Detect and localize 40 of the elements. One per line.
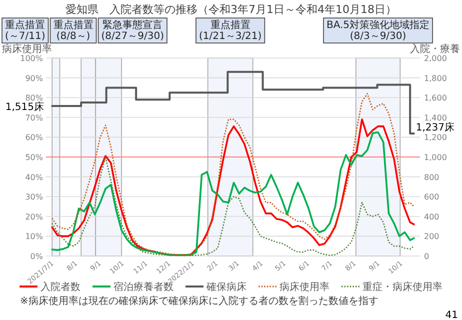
text: 41 bbox=[445, 310, 458, 320]
band-label: 重点措置 (1/21～3/21) bbox=[198, 19, 262, 42]
line-series bbox=[51, 92, 415, 256]
band-label: BA.5対策強化地域指定 (8/3～9/30) bbox=[326, 19, 430, 42]
y2-tick-label: 1,400 bbox=[424, 113, 447, 122]
y2-tick-label: 1,000 bbox=[424, 153, 447, 162]
chart-title: 愛知県 入院者数等の推移（令和3年7月1日～令和4年10月18日） bbox=[66, 3, 396, 16]
y-tick-label: 90% bbox=[25, 74, 44, 83]
legend-label: 病床使用率 bbox=[280, 281, 330, 293]
annotation: 1,237床 bbox=[416, 122, 455, 134]
y-tick-label: 0% bbox=[30, 252, 44, 261]
y2-tick-label: 1,800 bbox=[424, 74, 447, 83]
band-label: 重点措置 (～7/11) bbox=[5, 19, 46, 42]
y2-tick-label: 2,000 bbox=[424, 54, 447, 63]
y2-tick-label: 1,600 bbox=[424, 94, 447, 103]
line-series bbox=[51, 156, 415, 256]
y2-tick-label: 800 bbox=[424, 172, 440, 182]
y2-axis-title: 入院・療養 bbox=[410, 43, 460, 55]
band-label: 重点措置 (8/8～) bbox=[53, 19, 94, 42]
y2-tick-label: 600 bbox=[424, 192, 440, 202]
y-axis-title: 病床使用率 bbox=[2, 43, 52, 55]
y2-tick-label: 0 bbox=[424, 252, 430, 261]
y2-tick-label: 1,200 bbox=[424, 133, 447, 142]
y-tick-label: 20% bbox=[25, 212, 44, 222]
y-tick-label: 70% bbox=[25, 113, 44, 122]
legend-label: 重症・病床使用率 bbox=[362, 281, 442, 293]
y2-tick-label: 400 bbox=[424, 212, 440, 222]
y-tick-label: 60% bbox=[25, 133, 44, 142]
y-tick-label: 100% bbox=[20, 54, 44, 63]
y2-tick-label: 200 bbox=[424, 232, 440, 242]
legend-label: 入院者数 bbox=[40, 281, 80, 293]
y-tick-label: 30% bbox=[25, 192, 44, 202]
band-label: 緊急事態宣言 (8/27～9/30) bbox=[101, 19, 164, 42]
text: 1,515床 bbox=[5, 101, 44, 114]
y-tick-label: 10% bbox=[25, 232, 44, 242]
text: ※病床使用率は現在の確保病床で確保病床に入院する者の数を割った数値を指す bbox=[20, 295, 378, 307]
legend-label: 確保病床 bbox=[206, 281, 246, 293]
y-tick-label: 40% bbox=[25, 172, 44, 182]
y-tick-label: 50% bbox=[25, 153, 44, 162]
y-tick-label: 80% bbox=[25, 94, 44, 103]
